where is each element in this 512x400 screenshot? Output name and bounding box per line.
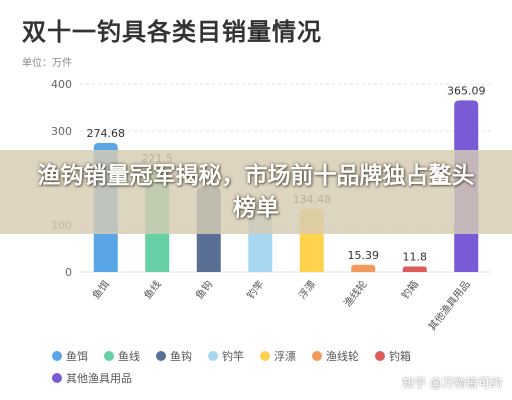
y-tick-label: 300: [51, 125, 72, 138]
legend-label: 渔线轮: [326, 350, 359, 363]
chart-title: 双十一钓具各类目销量情况: [22, 18, 322, 46]
x-tick-label: 渔线轮: [341, 278, 370, 310]
legend-item[interactable]: 渔线轮: [312, 348, 359, 364]
headline-text: 渔钩销量冠军揭秘，市场前十品牌独占鳌头榜单: [37, 163, 475, 221]
legend-swatch: [260, 351, 270, 361]
legend-item[interactable]: 浮漂: [260, 348, 296, 364]
legend-item[interactable]: 其他渔具用品: [52, 370, 132, 386]
legend-swatch: [156, 351, 166, 361]
legend-swatch: [208, 351, 218, 361]
data-label: 365.09: [447, 84, 486, 97]
legend-label: 其他渔具用品: [66, 372, 132, 385]
legend-item[interactable]: 鱼钩: [156, 348, 192, 364]
legend-label: 鱼饵: [66, 350, 88, 363]
x-tick-label: 钓箱: [399, 278, 422, 302]
legend-label: 钓竿: [222, 350, 244, 363]
x-tick-label: 浮漂: [296, 278, 318, 301]
legend-label: 鱼钩: [170, 350, 192, 363]
legend-item[interactable]: 鱼饵: [52, 348, 88, 364]
x-tick-label: 鱼线: [141, 278, 164, 302]
x-tick-label: 鱼钩: [193, 278, 216, 302]
bar: [402, 266, 427, 272]
legend-swatch: [375, 351, 385, 361]
legend-swatch: [312, 351, 322, 361]
legend-swatch: [52, 373, 62, 383]
legend-label: 鱼线: [118, 350, 140, 363]
y-tick-label: 400: [51, 78, 72, 91]
legend-item[interactable]: 钓箱: [375, 348, 411, 364]
data-label: 15.39: [348, 249, 380, 262]
x-tick-label: 其他渔具用品: [425, 278, 472, 333]
data-label: 11.8: [403, 250, 428, 263]
legend-swatch: [104, 351, 114, 361]
legend-item[interactable]: 鱼线: [104, 348, 140, 364]
legend-label: 钓箱: [389, 350, 411, 363]
x-tick-label: 钓竿: [244, 278, 267, 302]
legend-item[interactable]: 钓竿: [208, 348, 244, 364]
bar: [351, 264, 376, 272]
legend-label: 浮漂: [274, 350, 296, 363]
chart-legend: 鱼饵 鱼线 鱼钩 钓竿 浮漂 渔线轮 钓箱其他渔具用品: [52, 348, 492, 386]
x-tick-label: 鱼饵: [90, 278, 113, 302]
watermark: 知乎 @万物皆可约: [402, 376, 502, 390]
y-tick-label: 0: [65, 266, 72, 279]
headline-banner: 渔钩销量冠军揭秘，市场前十品牌独占鳌头榜单: [0, 150, 512, 234]
legend-swatch: [52, 351, 62, 361]
data-label: 274.68: [87, 127, 126, 140]
unit-label: 单位：万件: [22, 58, 72, 69]
